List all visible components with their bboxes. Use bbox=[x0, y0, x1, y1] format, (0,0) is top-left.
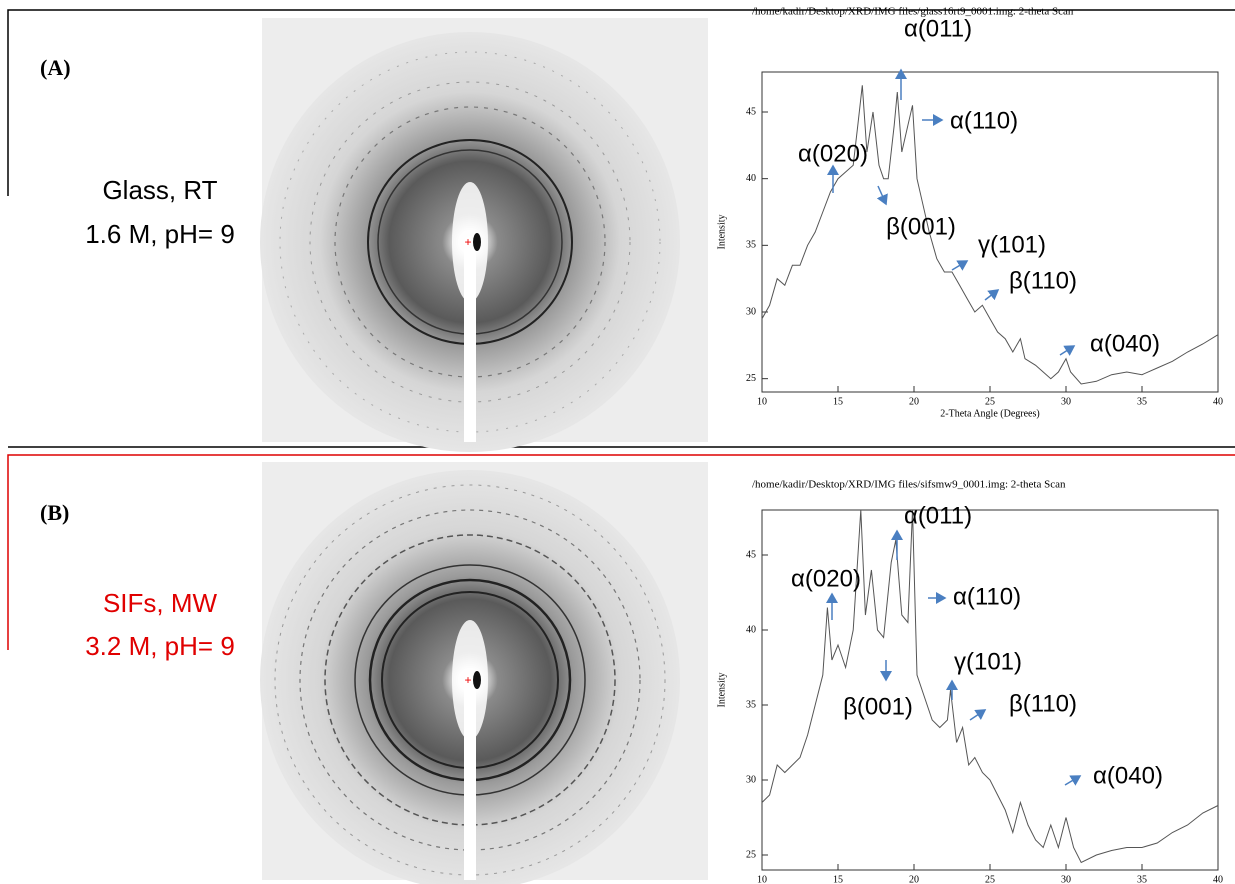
x-tick-label: 10 bbox=[757, 396, 767, 407]
annotation: α(011) bbox=[904, 15, 972, 42]
conditions: 1.6 M, pH= 9 bbox=[85, 219, 235, 249]
x-tick-label: 20 bbox=[909, 874, 919, 884]
x-tick-label: 15 bbox=[833, 396, 843, 407]
annotation: β(110) bbox=[1009, 690, 1077, 717]
annotation-arrow bbox=[951, 260, 969, 271]
x-tick-label: 30 bbox=[1061, 396, 1071, 407]
svg-text:+: + bbox=[464, 673, 471, 687]
conditions: 3.2 M, pH= 9 bbox=[85, 631, 235, 661]
y-tick-label: 45 bbox=[746, 549, 756, 560]
sample: Glass, RT bbox=[102, 175, 217, 205]
y-tick-label: 25 bbox=[746, 373, 756, 384]
x-tick-label: 40 bbox=[1213, 396, 1223, 407]
x-tick-label: 35 bbox=[1137, 396, 1147, 407]
annotation-arrow bbox=[969, 709, 987, 721]
panel-b-border bbox=[7, 454, 1235, 650]
y-axis-label: Intensity bbox=[716, 673, 727, 708]
annotation: α(110) bbox=[950, 107, 1018, 134]
x-tick-label: 25 bbox=[985, 396, 995, 407]
annotation: α(020) bbox=[791, 565, 861, 592]
x-tick-label: 30 bbox=[1061, 874, 1071, 884]
annotation: β(001) bbox=[886, 213, 956, 240]
x-tick-label: 15 bbox=[833, 874, 843, 884]
x-tick-label: 10 bbox=[757, 874, 767, 884]
y-tick-label: 40 bbox=[746, 624, 756, 635]
annotation: γ(101) bbox=[978, 231, 1046, 258]
y-tick-label: 45 bbox=[746, 106, 756, 117]
y-tick-label: 30 bbox=[746, 774, 756, 785]
y-tick-label: 35 bbox=[746, 699, 756, 710]
y-tick-label: 35 bbox=[746, 240, 756, 251]
annotation: α(011) bbox=[904, 502, 972, 529]
diffraction-image-b: + bbox=[260, 462, 708, 884]
panel-label: (A) bbox=[40, 55, 71, 80]
x-tick-label: 40 bbox=[1213, 874, 1223, 884]
panel-label: (B) bbox=[40, 500, 69, 525]
annotation-arrow bbox=[1059, 345, 1076, 356]
y-tick-label: 40 bbox=[746, 173, 756, 184]
x-axis-label: 2-Theta Angle (Degrees) bbox=[940, 408, 1039, 419]
annotation-arrow bbox=[1064, 775, 1082, 786]
diffraction-image-a: + bbox=[260, 18, 708, 452]
annotation: α(110) bbox=[953, 583, 1021, 610]
annotation: γ(101) bbox=[954, 648, 1022, 675]
sample: SIFs, MW bbox=[103, 588, 218, 618]
line bbox=[761, 509, 1219, 864]
x-tick-label: 25 bbox=[985, 874, 995, 884]
annotation: β(110) bbox=[1009, 267, 1077, 294]
annotation-arrow bbox=[876, 185, 888, 206]
annotation: α(040) bbox=[1093, 762, 1163, 789]
svg-text:+: + bbox=[464, 235, 471, 249]
annotation-arrow bbox=[984, 289, 1000, 301]
annotation: α(040) bbox=[1090, 330, 1160, 357]
x-tick-label: 20 bbox=[909, 396, 919, 407]
annotation: β(001) bbox=[843, 693, 913, 720]
annotation: α(020) bbox=[798, 140, 868, 167]
x-tick-label: 35 bbox=[1137, 874, 1147, 884]
y-axis-label: Intensity bbox=[716, 215, 727, 250]
y-tick-label: 30 bbox=[746, 306, 756, 317]
chart-title: /home/kadir/Desktop/XRD/IMG files/glass1… bbox=[752, 6, 1074, 18]
y-tick-label: 25 bbox=[746, 849, 756, 860]
panel-a-border bbox=[7, 9, 1235, 448]
chart-title: /home/kadir/Desktop/XRD/IMG files/sifsmw… bbox=[752, 479, 1066, 491]
